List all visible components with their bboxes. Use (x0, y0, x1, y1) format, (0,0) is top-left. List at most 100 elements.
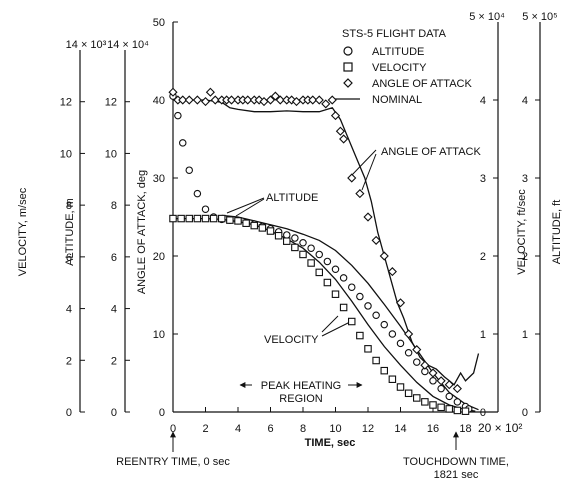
left-axis-tick-label: 10 (60, 148, 72, 160)
velocity-point (250, 221, 259, 230)
angle-of-attack-point (308, 95, 318, 105)
peak-heating-label-line2: REGION (279, 393, 322, 405)
velocity-point (258, 224, 267, 232)
x-axis-label: TIME, sec (305, 437, 356, 449)
angle-of-attack-axis-label: ANGLE OF ATTACK, deg (136, 170, 148, 294)
x-tick-label: 12 (362, 423, 374, 435)
altitude-point (388, 330, 397, 338)
right-axis-tick-label: 2 (522, 251, 528, 263)
aoa-tick-label: 30 (153, 173, 165, 185)
angle-of-attack-point (355, 189, 365, 199)
angle-of-attack-point (347, 173, 357, 183)
x-tick-label: 14 (394, 423, 406, 435)
altitude-point (404, 348, 413, 357)
ticks-layer: 0 2 4 6 8 10 12 14 16 180102030405002468101202468… (60, 17, 540, 435)
velocity-point (445, 405, 453, 413)
angle-of-attack-point (395, 298, 406, 308)
right-axis-tick-label: 1 (480, 329, 486, 341)
angle-of-attack-point (436, 376, 446, 386)
left-axis-tick-label: 4 (66, 304, 72, 316)
aoa-tick-label: 50 (153, 17, 165, 29)
aoa-tick-label: 0 (159, 407, 165, 419)
velocity-point (380, 366, 388, 375)
angle-of-attack-point (387, 267, 397, 277)
data-points-layer (168, 87, 473, 415)
right-axes (497, 22, 541, 412)
altitude-point (437, 384, 445, 393)
altitude-point (347, 283, 356, 291)
right-axis-tick-label: 0 (522, 407, 528, 419)
x-tick-label: 6 (267, 423, 273, 435)
annotations: ANGLE OF ATTACK ALTITUDE VELOCITY PEAK H… (116, 146, 509, 481)
aoa-tick-label: 20 (153, 251, 165, 263)
legend-entry-angle-of-attack: ANGLE OF ATTACK (372, 78, 472, 90)
angle-of-attack-point (200, 96, 211, 107)
altitude-point (412, 358, 421, 366)
velocity-point (412, 394, 421, 402)
altitude-point (315, 250, 323, 259)
angle-of-attack-point (210, 95, 220, 105)
velocity-point (266, 227, 275, 235)
peak-heating-label-line1: PEAK HEATING (261, 380, 341, 392)
right-axis-tick-label: 1 (522, 329, 528, 341)
right-axis-tick-label: 2 (480, 251, 486, 263)
left-axis-tick-label: 0 (66, 407, 72, 419)
velocity-point (331, 290, 340, 298)
velocity-point (388, 375, 397, 383)
altitude-ft-axis-label: ALTITUDE, ft (551, 200, 563, 265)
altitude-point (331, 265, 340, 274)
x-tick-label: 8 (300, 423, 306, 435)
velocity-point (169, 214, 177, 223)
angle-of-attack-point (339, 134, 349, 144)
angle-of-attack-point (379, 251, 389, 261)
velocity-point (429, 401, 437, 409)
velocity-point (193, 214, 202, 223)
altitude-point (201, 205, 210, 213)
right-axis-tick-label: 3 (522, 173, 528, 185)
angle-of-attack-point (243, 95, 253, 105)
altitude-point (453, 398, 462, 406)
x-tick-label: 16 (427, 423, 439, 435)
velocity-point (282, 237, 291, 245)
altitude-m-axis-label: ALTITUDE, m (64, 198, 76, 266)
aoa-tick-label: 40 (153, 95, 165, 107)
altitude-point (380, 320, 388, 329)
annotation-altitude-arrow-2 (235, 198, 265, 217)
angle-of-attack-point (404, 329, 414, 339)
velocity-point (226, 216, 234, 224)
annotation-altitude: ALTITUDE (266, 192, 318, 204)
angle-of-attack-point (265, 95, 276, 105)
angle-of-attack-point (168, 87, 178, 97)
velocity-point (201, 214, 210, 223)
altitude-point (299, 238, 307, 247)
velocity-point (209, 214, 218, 223)
velocity-ms-multiplier: 14 × 10³ (66, 39, 107, 51)
left-axis-tick-label: 6 (111, 252, 117, 264)
legend-diamond-marker (343, 78, 353, 88)
angle-of-attack-point (412, 345, 422, 355)
angle-of-attack-point (192, 95, 202, 105)
altitude-point (179, 139, 187, 147)
touchdown-time-label-line2: 1821 sec (434, 469, 479, 481)
angle-of-attack-point (226, 95, 237, 105)
legend-entry-nominal: NOMINAL (372, 94, 422, 106)
touchdown-time-label-line1: TOUCHDOWN TIME, (403, 456, 509, 468)
left-axes (79, 22, 174, 412)
angle-of-attack-point (420, 360, 430, 370)
angle-of-attack-point (321, 99, 331, 109)
angle-of-attack-point (428, 368, 438, 378)
legend-circle-marker (343, 46, 353, 56)
right-axis-tick-label: 3 (480, 173, 486, 185)
velocity-point (299, 250, 307, 259)
annotation-velocity-arrow-2 (321, 321, 351, 337)
left-axis-tick-label: 6 (66, 252, 72, 264)
annotation-velocity-arrow (321, 315, 339, 333)
reentry-time-label: REENTRY TIME, 0 sec (116, 456, 230, 468)
velocity-point (372, 356, 380, 365)
velocity-point (339, 303, 348, 312)
x-axis-end-label: 20 × 10² (478, 421, 522, 435)
altitude-ft-multiplier: 5 × 10⁵ (522, 11, 557, 23)
altitude-point (307, 244, 315, 252)
altitude-point (364, 302, 372, 310)
angle-of-attack-point (270, 91, 280, 101)
